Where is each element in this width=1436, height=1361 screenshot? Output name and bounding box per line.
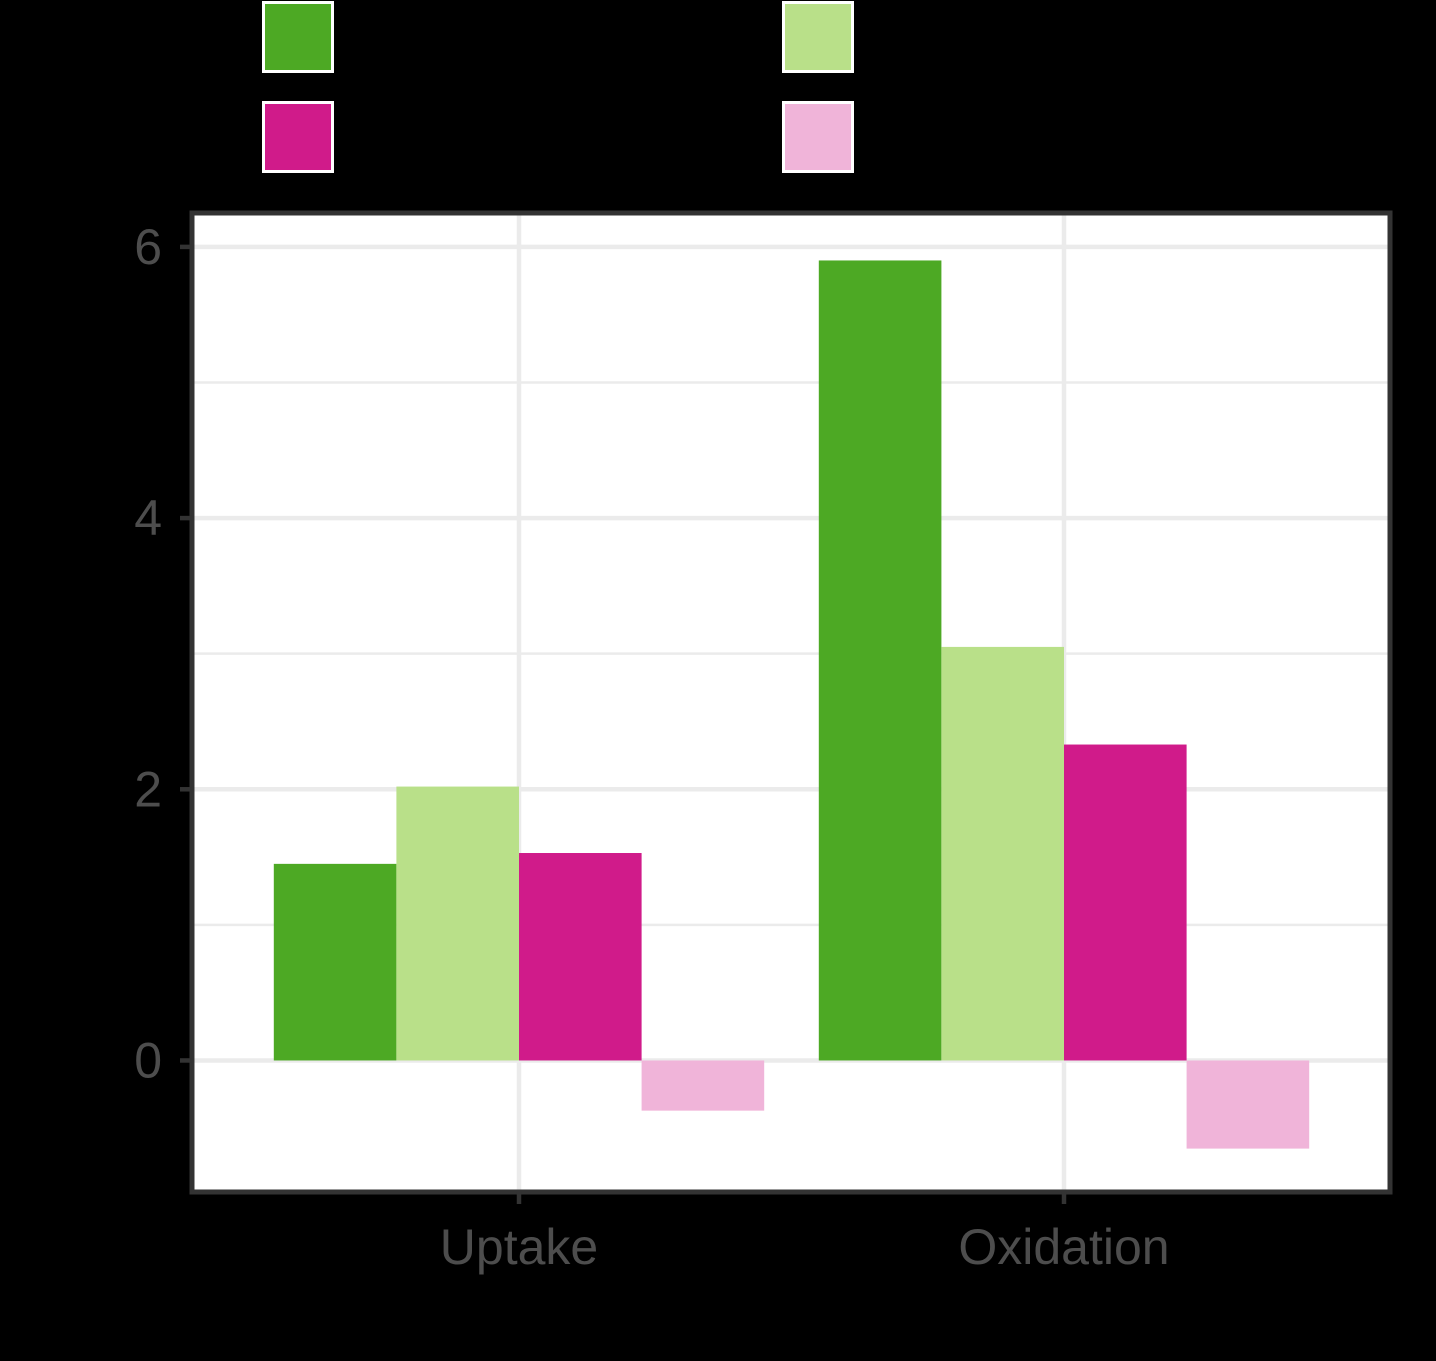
legend-key-series-2 bbox=[782, 1, 854, 73]
x-tick-label: Oxidation bbox=[958, 1219, 1169, 1275]
bar-uptake-series-1 bbox=[273, 863, 397, 1061]
legend-key-series-1 bbox=[262, 1, 334, 73]
x-tick-label: Uptake bbox=[440, 1219, 598, 1275]
legend-key-series-3 bbox=[262, 101, 334, 173]
bar-oxidation-series-3 bbox=[1064, 744, 1187, 1061]
legend bbox=[262, 1, 854, 173]
y-tick-label: 0 bbox=[134, 1032, 162, 1088]
axes: 0 2 4 6 Uptake Oxidation bbox=[134, 219, 1169, 1275]
plot-border bbox=[189, 210, 1393, 1195]
bar-oxidation-series-4 bbox=[1186, 1060, 1310, 1149]
bar-uptake-series-4 bbox=[641, 1060, 765, 1111]
y-tick-label: 4 bbox=[134, 490, 162, 546]
bar-oxidation-series-2 bbox=[941, 646, 1064, 1061]
bar-uptake-series-3 bbox=[519, 853, 642, 1061]
bar-uptake-series-2 bbox=[396, 786, 519, 1061]
bars bbox=[273, 260, 1310, 1149]
legend-key-series-4 bbox=[782, 101, 854, 173]
y-tick-label: 2 bbox=[134, 761, 162, 817]
y-tick-label: 6 bbox=[134, 219, 162, 275]
bar-oxidation-series-1 bbox=[818, 260, 942, 1061]
